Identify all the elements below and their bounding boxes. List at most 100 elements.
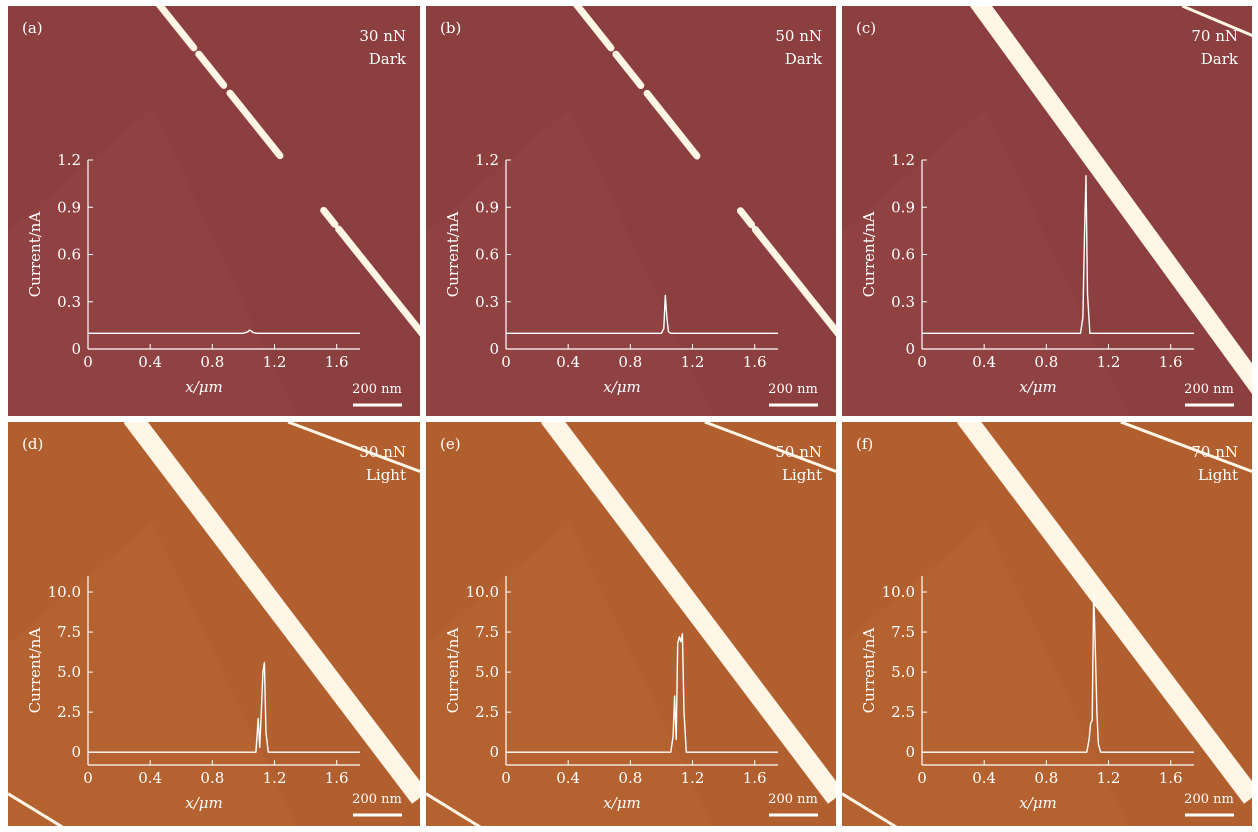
edge-stripe (426, 792, 482, 826)
x-tick-label: 0.8 (618, 769, 642, 787)
panel-a: (a) 30 nN Dark 0 0.4 0.8 1.2 1.6 0 0.3 0.6 0.9 1.2 x/… (8, 6, 420, 416)
x-axis-title: x/μm (185, 794, 223, 812)
graphene-stripe (541, 422, 836, 804)
x-tick-label: 1.2 (1097, 769, 1121, 787)
substrate-region (842, 523, 1129, 826)
x-tick-label: 0.4 (556, 353, 580, 371)
afm-image (8, 6, 420, 416)
y-tick-label: 10.0 (882, 583, 915, 601)
edge-stripe (8, 792, 64, 826)
inset-axes: 0 0.4 0.8 1.2 1.6 0 2.5 5.0 7.5 10.0 x/μm Current/n… (860, 576, 1194, 812)
y-tick-label: 7.5 (475, 623, 499, 641)
y-tick-label: 7.5 (57, 623, 81, 641)
force-label: 70 nN (1191, 27, 1238, 45)
y-tick-label: 0.3 (57, 293, 81, 311)
x-tick-label: 0.4 (556, 769, 580, 787)
y-tick-label: 0.3 (891, 293, 915, 311)
y-tick-label: 0 (905, 340, 915, 358)
substrate-region (8, 108, 297, 416)
y-tick-label: 2.5 (57, 703, 81, 721)
panel-c: (c) 70 nN Dark 0 0.4 0.8 1.2 1.6 0 0.3 0.6 0.9 1.2 x/… (842, 6, 1252, 416)
x-tick-label: 1.6 (325, 769, 349, 787)
x-tick-label: 1.2 (263, 353, 287, 371)
x-tick-label: 0.4 (138, 353, 162, 371)
current-line (506, 294, 778, 334)
y-axis-title: Current/nA (860, 628, 878, 714)
x-tick-label: 1.2 (681, 769, 705, 787)
y-axis-title: Current/nA (860, 212, 878, 298)
x-tick-label: 0 (501, 353, 511, 371)
condition-label: Light (782, 466, 822, 484)
inset-axes: 0 0.4 0.8 1.2 1.6 0 0.3 0.6 0.9 1.2 x/μm Current/nA (26, 151, 360, 396)
inset-axes: 0 0.4 0.8 1.2 1.6 0 0.3 0.6 0.9 1.2 x/μm Current/nA (860, 151, 1194, 396)
scale-bar-label: 200 nm (352, 792, 402, 807)
y-tick-label: 0 (71, 340, 81, 358)
x-tick-label: 0.4 (972, 769, 996, 787)
secondary-stripe (1120, 422, 1252, 474)
y-tick-label: 7.5 (891, 623, 915, 641)
panel-label: (b) (440, 19, 461, 37)
x-axis-title: x/μm (603, 794, 641, 812)
y-tick-label: 0 (905, 743, 915, 761)
y-tick-label: 5.0 (891, 663, 915, 681)
panel-label: (c) (856, 19, 876, 37)
current-line (88, 329, 360, 334)
x-axis-title: x/μm (1019, 794, 1057, 812)
x-tick-label: 0.8 (200, 769, 224, 787)
scale-bar-label: 200 nm (1184, 792, 1234, 807)
panel-label: (a) (22, 19, 43, 37)
x-axis-title: x/μm (185, 378, 223, 396)
y-tick-label: 0.9 (475, 198, 499, 216)
force-label: 50 nN (775, 27, 822, 45)
x-tick-label: 1.6 (325, 353, 349, 371)
y-tick-label: 5.0 (475, 663, 499, 681)
scale-bar-label: 200 nm (1184, 382, 1234, 397)
afm-image (426, 6, 836, 416)
substrate-region (426, 523, 713, 826)
force-label: 30 nN (359, 27, 406, 45)
scale-bar-label: 200 nm (352, 382, 402, 397)
y-axis-title: Current/nA (26, 212, 44, 298)
x-tick-label: 0.4 (138, 769, 162, 787)
panel-label: (e) (440, 435, 461, 453)
y-tick-label: 5.0 (57, 663, 81, 681)
inset-axes: 0 0.4 0.8 1.2 1.6 0 2.5 5.0 7.5 10.0 x/μm Current/n… (26, 576, 360, 812)
x-tick-label: 1.6 (1159, 769, 1183, 787)
condition-label: Light (366, 466, 406, 484)
secondary-stripe (287, 422, 420, 474)
scale-bar-label: 200 nm (768, 792, 818, 807)
inset-axes: 0 0.4 0.8 1.2 1.6 0 2.5 5.0 7.5 10.0 x/μm Current/n… (444, 576, 778, 812)
current-line (922, 591, 1194, 753)
x-tick-label: 1.6 (1159, 353, 1183, 371)
afm-image (842, 6, 1252, 416)
graphene-stripe (970, 6, 1252, 394)
graphene-stripe (155, 6, 420, 337)
graphene-stripe (957, 422, 1252, 804)
condition-label: Light (1198, 466, 1238, 484)
y-tick-label: 0.9 (57, 198, 81, 216)
x-tick-label: 1.6 (743, 769, 767, 787)
force-label: 70 nN (1191, 443, 1238, 461)
x-tick-label: 1.2 (1097, 353, 1121, 371)
x-tick-label: 0 (83, 769, 93, 787)
x-tick-label: 0 (917, 353, 927, 371)
force-label: 50 nN (775, 443, 822, 461)
panel-label: (d) (22, 435, 43, 453)
afm-image (8, 422, 420, 826)
x-tick-label: 0.4 (972, 353, 996, 371)
afm-image (426, 422, 836, 826)
substrate-region (8, 523, 297, 826)
y-tick-label: 0.6 (57, 246, 81, 264)
panel-label: (f) (856, 435, 873, 453)
y-tick-label: 0 (489, 340, 499, 358)
condition-label: Dark (785, 50, 823, 68)
y-tick-label: 1.2 (475, 151, 499, 169)
x-tick-label: 0 (501, 769, 511, 787)
y-tick-label: 0 (71, 743, 81, 761)
secondary-stripe (1181, 6, 1252, 37)
y-axis-title: Current/nA (26, 628, 44, 714)
graphene-stripe (573, 6, 836, 337)
panel-d: (d) 30 nN Light 0 0.4 0.8 1.2 1.6 0 2.5 5.0 7.5 10.0… (8, 422, 420, 826)
substrate-region (842, 108, 1129, 416)
